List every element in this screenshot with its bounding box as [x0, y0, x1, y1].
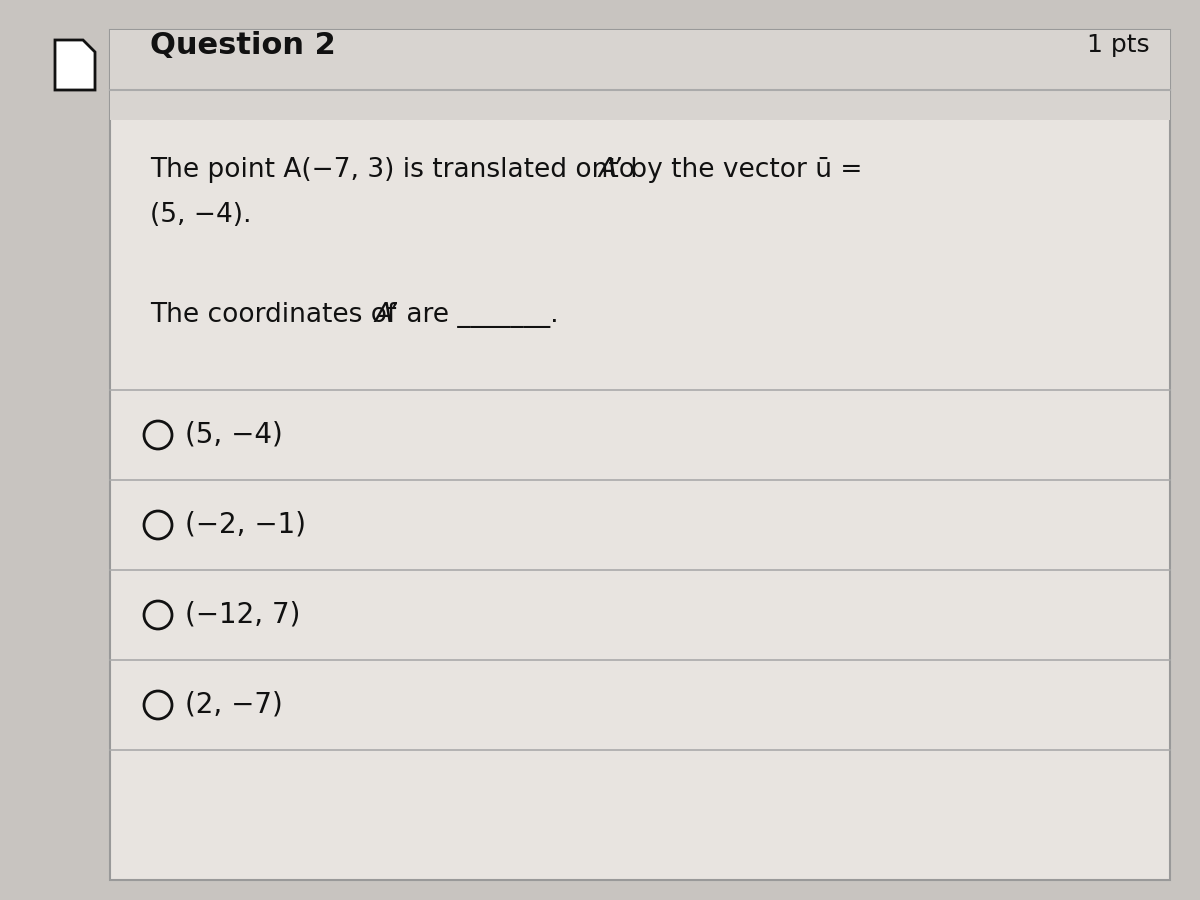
Text: Question 2: Question 2 [150, 31, 336, 59]
Text: A’: A’ [374, 302, 397, 328]
FancyBboxPatch shape [110, 30, 1170, 880]
Text: by the vector ū =: by the vector ū = [622, 157, 863, 183]
Text: are _______.: are _______. [398, 302, 558, 328]
Text: The coordinates of: The coordinates of [150, 302, 404, 328]
Text: A’: A’ [599, 157, 622, 183]
Polygon shape [55, 40, 95, 90]
Text: (5, −4): (5, −4) [185, 421, 283, 449]
Text: (5, −4).: (5, −4). [150, 202, 252, 228]
Text: (2, −7): (2, −7) [185, 691, 283, 719]
Text: (−2, −1): (−2, −1) [185, 511, 306, 539]
Text: The point A(−7, 3) is translated onto: The point A(−7, 3) is translated onto [150, 157, 643, 183]
Text: (−12, 7): (−12, 7) [185, 601, 300, 629]
Text: 1 pts: 1 pts [1087, 33, 1150, 57]
FancyBboxPatch shape [110, 30, 1170, 120]
